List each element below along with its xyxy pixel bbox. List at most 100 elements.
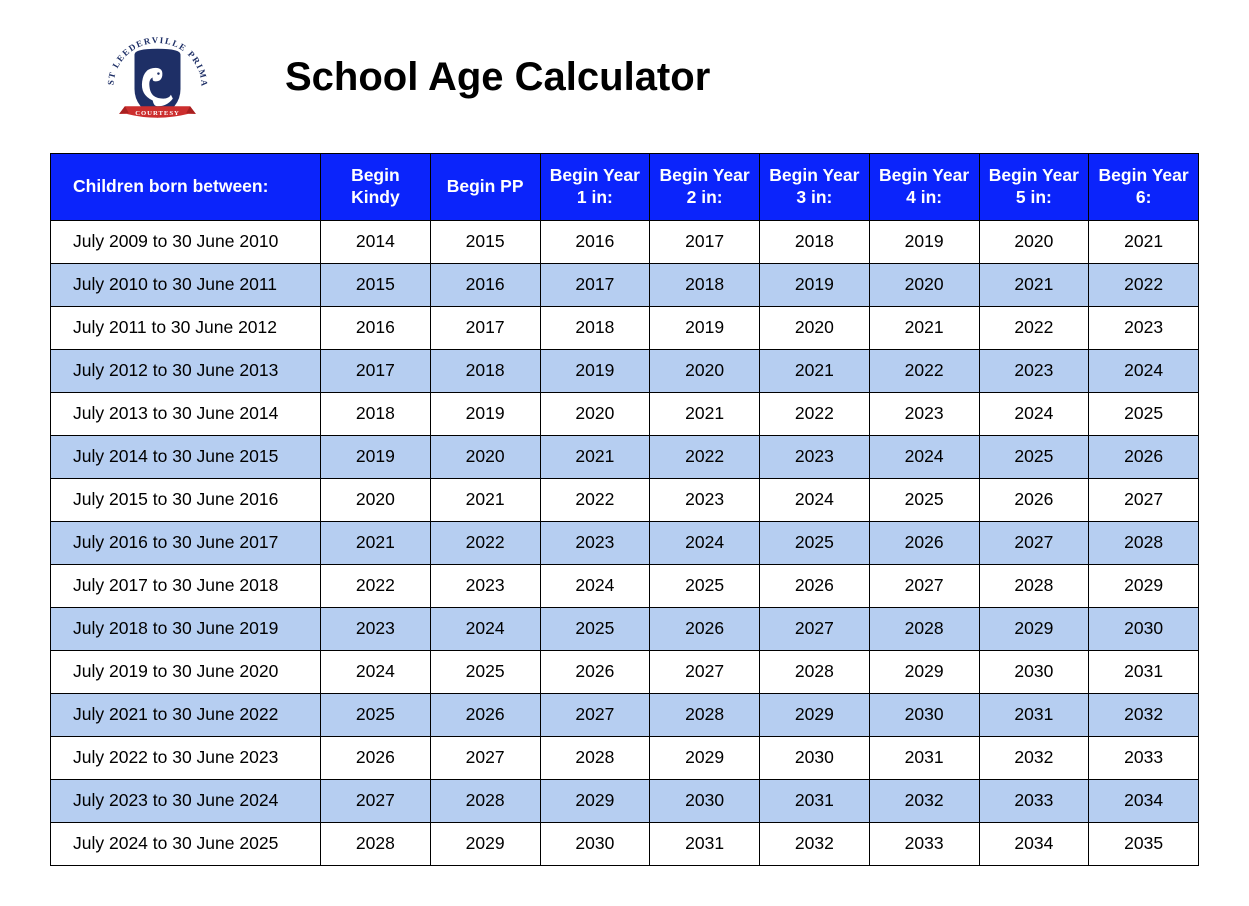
table-cell: 2031	[869, 737, 979, 780]
page-title: School Age Calculator	[285, 55, 710, 100]
table-cell: July 2017 to 30 June 2018	[51, 565, 321, 608]
table-cell: 2026	[321, 737, 431, 780]
table-cell: 2028	[979, 565, 1089, 608]
table-cell: 2031	[979, 694, 1089, 737]
table-header-cell: Begin Year 2 in:	[650, 154, 760, 221]
table-cell: 2028	[430, 780, 540, 823]
table-header-cell: Begin Year 6:	[1089, 154, 1199, 221]
table-cell: 2028	[760, 651, 870, 694]
table-header-cell: Children born between:	[51, 154, 321, 221]
table-row: July 2017 to 30 June 2018202220232024 202…	[51, 565, 1199, 608]
table-cell: 2023	[430, 565, 540, 608]
table-row: July 2011 to 30 June 2012201620172018201…	[51, 307, 1199, 350]
table-cell: 2023	[540, 522, 650, 565]
table-cell: 2030	[760, 737, 870, 780]
table-cell: 2018	[430, 350, 540, 393]
table-cell: July 2012 to 30 June 2013	[51, 350, 321, 393]
table-cell: 2032	[1089, 694, 1199, 737]
table-cell: 2033	[869, 823, 979, 866]
table-cell: 2027	[430, 737, 540, 780]
table-cell: 2032	[979, 737, 1089, 780]
table-cell: 2026	[430, 694, 540, 737]
table-cell: 2018	[760, 221, 870, 264]
table-header-cell: Begin Year 3 in:	[760, 154, 870, 221]
table-cell: 2026	[1089, 436, 1199, 479]
table-cell: 2028	[1089, 522, 1199, 565]
table-cell: 2031	[760, 780, 870, 823]
table-cell: 2014	[321, 221, 431, 264]
table-cell: 2026	[869, 522, 979, 565]
table-header-cell: Begin Kindy	[321, 154, 431, 221]
table-cell: 2021	[979, 264, 1089, 307]
table-cell: 2022	[869, 350, 979, 393]
table-cell: 2024	[321, 651, 431, 694]
table-cell: 2020	[540, 393, 650, 436]
table-cell: July 2009 to 30 June 2010	[51, 221, 321, 264]
logo-banner-text: COURTESY	[135, 110, 180, 117]
table-cell: 2026	[760, 565, 870, 608]
table-cell: July 2011 to 30 June 2012	[51, 307, 321, 350]
table-cell: 2027	[760, 608, 870, 651]
table-cell: 2030	[540, 823, 650, 866]
table-row: July 2012 to 30 June 2013201720182019202…	[51, 350, 1199, 393]
table-cell: 2024	[430, 608, 540, 651]
table-cell: 2028	[869, 608, 979, 651]
table-cell: 2024	[760, 479, 870, 522]
table-cell: 2027	[979, 522, 1089, 565]
table-cell: 2019	[650, 307, 760, 350]
table-cell: 2016	[540, 221, 650, 264]
table-cell: 2017	[430, 307, 540, 350]
table-cell: 2033	[979, 780, 1089, 823]
table-cell: 2021	[760, 350, 870, 393]
table-cell: 2031	[650, 823, 760, 866]
table-cell: 2023	[760, 436, 870, 479]
table-cell: 2022	[760, 393, 870, 436]
table-cell: 2018	[540, 307, 650, 350]
table-row: July 2014 to 30 June 2015201920202021202…	[51, 436, 1199, 479]
table-cell: 2027	[1089, 479, 1199, 522]
table-cell: 2022	[1089, 264, 1199, 307]
table-cell: July 2014 to 30 June 2015	[51, 436, 321, 479]
table-cell: 2030	[1089, 608, 1199, 651]
table-cell: 2016	[430, 264, 540, 307]
table-header-row: Children born between: Begin Kindy Begin…	[51, 154, 1199, 221]
table-cell: 2034	[1089, 780, 1199, 823]
table-cell: 2026	[979, 479, 1089, 522]
table-cell: 2023	[650, 479, 760, 522]
table-cell: 2027	[869, 565, 979, 608]
table-cell: 2021	[869, 307, 979, 350]
table-cell: 2021	[1089, 221, 1199, 264]
table-cell: 2034	[979, 823, 1089, 866]
table-cell: July 2010 to 30 June 2011	[51, 264, 321, 307]
table-cell: 2022	[979, 307, 1089, 350]
table-cell: 2019	[869, 221, 979, 264]
table-cell: 2031	[1089, 651, 1199, 694]
table-cell: July 2024 to 30 June 2025	[51, 823, 321, 866]
table-cell: 2020	[979, 221, 1089, 264]
school-logo: WEST LEEDERVILLE PRIMARY COURTESY	[100, 20, 215, 135]
table-row: July 2010 to 30 June 2011201520162017201…	[51, 264, 1199, 307]
table-row: July 2009 to 30 June 2010201420152016201…	[51, 221, 1199, 264]
table-row: July 2018 to 30 June 2019202320242025202…	[51, 608, 1199, 651]
table-cell: 2023	[1089, 307, 1199, 350]
table-cell: 2033	[1089, 737, 1199, 780]
table-cell: 2024	[650, 522, 760, 565]
table-cell: July 2016 to 30 June 2017	[51, 522, 321, 565]
table-cell: 2024	[540, 565, 650, 608]
table-header-cell: Begin Year 4 in:	[869, 154, 979, 221]
table-cell: 2028	[540, 737, 650, 780]
table-cell: 2022	[430, 522, 540, 565]
table-cell: 2022	[321, 565, 431, 608]
table-cell: 2019	[760, 264, 870, 307]
age-calculator-table: Children born between: Begin Kindy Begin…	[50, 153, 1199, 866]
table-cell: 2026	[650, 608, 760, 651]
table-cell: 2017	[650, 221, 760, 264]
table-cell: 2018	[321, 393, 431, 436]
table-cell: 2029	[430, 823, 540, 866]
table-cell: 2016	[321, 307, 431, 350]
table-cell: July 2021 to 30 June 2022	[51, 694, 321, 737]
table-cell: 2017	[321, 350, 431, 393]
table-cell: July 2013 to 30 June 2014	[51, 393, 321, 436]
table-cell: 2025	[430, 651, 540, 694]
table-cell: 2021	[430, 479, 540, 522]
